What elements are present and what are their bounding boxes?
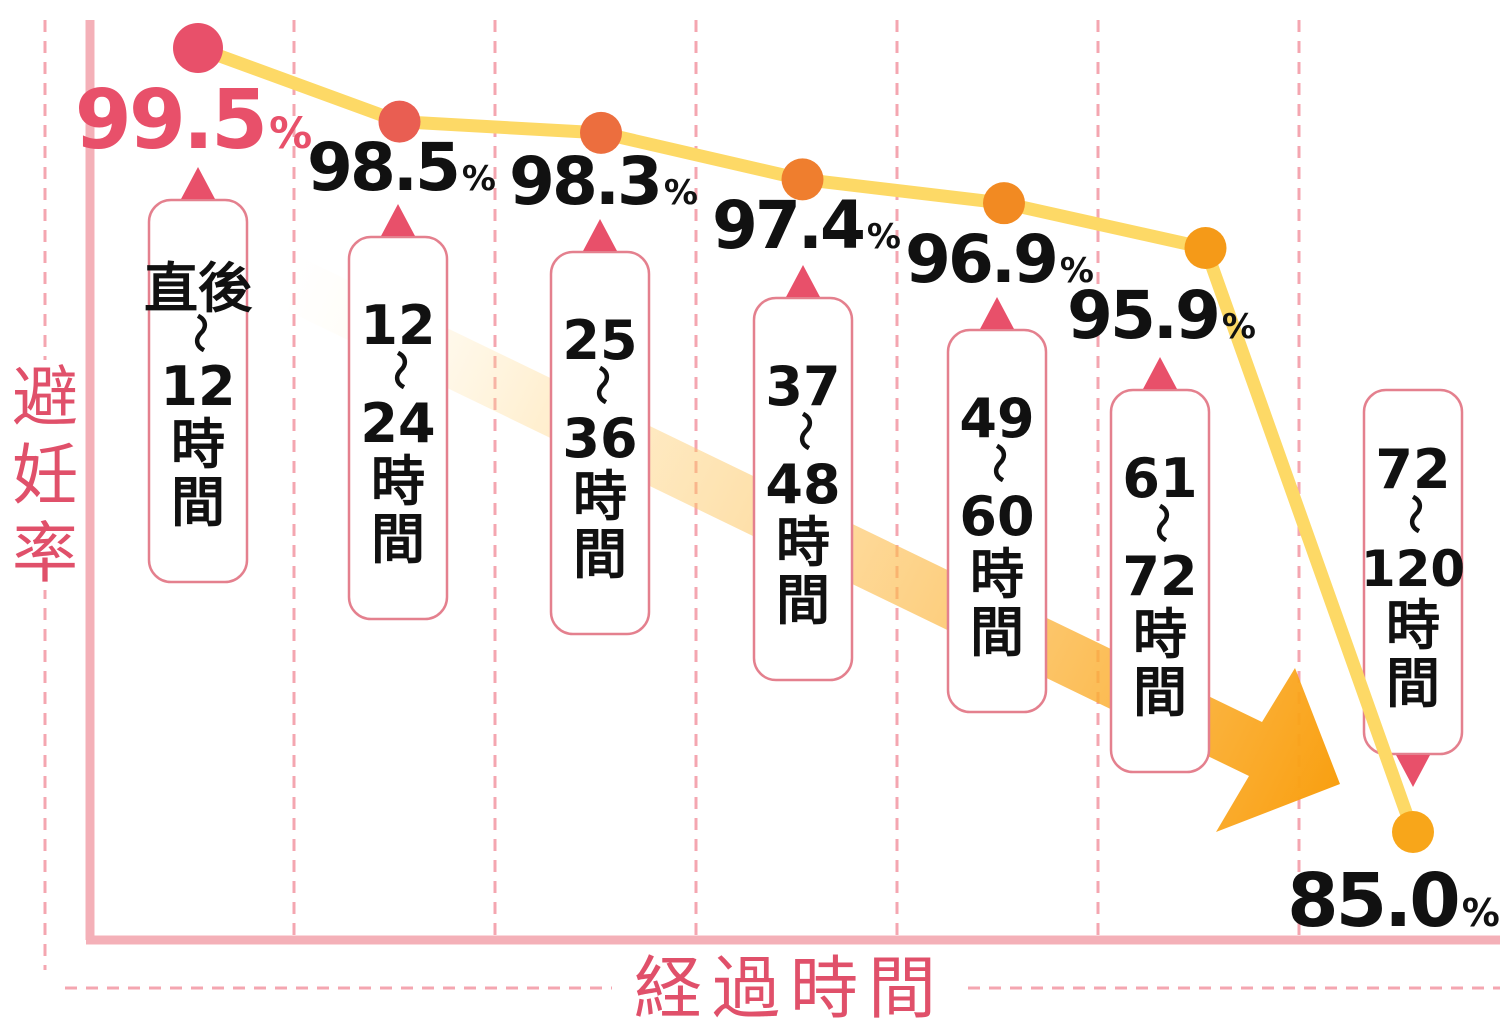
value-label-unit: % [1462, 891, 1499, 935]
y-axis-label-char: 率 [12, 515, 78, 592]
data-points [173, 23, 1434, 853]
callout-text-line: 間 [573, 523, 627, 586]
callout-text-line: 24 [360, 392, 435, 455]
data-point [983, 182, 1025, 225]
callout-text-line: 48 [765, 453, 840, 516]
value-label-unit: % [1060, 251, 1093, 291]
callout-text-line: 時 [1133, 603, 1187, 666]
callout-pointer [786, 265, 820, 297]
callout-text-line: 時 [371, 450, 425, 513]
data-point [1392, 811, 1434, 853]
callout-text-line: 〜 [1138, 503, 1184, 543]
callout-text-line: 時 [1386, 594, 1440, 657]
callout-text-line: 〜 [578, 365, 624, 405]
value-label: 98.3% [509, 143, 697, 220]
data-point [1184, 227, 1227, 269]
callout-pointer [181, 167, 215, 199]
callout-text-line: 間 [970, 601, 1024, 664]
callout-box [946, 328, 1048, 714]
data-point [781, 158, 824, 201]
x-axis-label-bg [612, 950, 962, 1030]
callout-text-line: 〜 [176, 313, 222, 353]
callout-text-line: 間 [171, 471, 225, 534]
callout-text-line: 49 [959, 387, 1034, 450]
callout-text-line: 時 [171, 413, 225, 476]
value-label-unit: % [1222, 307, 1255, 347]
callout-text-line: 72 [1375, 438, 1450, 501]
y-axis-label-char: 妊 [12, 437, 78, 514]
callout-text-line: 36 [562, 407, 637, 470]
value-label: 96.9% [905, 221, 1093, 298]
callout-text-line: 間 [1386, 652, 1440, 715]
callout-text-line: 時 [573, 465, 627, 528]
value-label-unit: % [664, 173, 697, 213]
callout-box [1362, 388, 1464, 756]
value-label-number: 98.5 [307, 129, 458, 206]
callout-box [147, 198, 249, 584]
callout-pointer [980, 297, 1014, 329]
value-label: 97.4% [712, 187, 900, 264]
data-point [378, 100, 421, 143]
callout-text-line: 間 [776, 569, 830, 632]
data-point [580, 111, 622, 154]
callout-text-line: 〜 [376, 350, 422, 390]
callout-box [1109, 388, 1211, 774]
value-label-number: 98.3 [509, 143, 660, 220]
value-label-number: 95.9 [1067, 277, 1218, 354]
callout-text-line: 間 [1133, 661, 1187, 724]
callout-text-line: 〜 [975, 443, 1021, 483]
callout-text-line: 60 [959, 485, 1034, 548]
value-label-number: 99.5 [75, 73, 265, 168]
callout-pointer [381, 204, 415, 236]
value-label-unit: % [867, 217, 900, 257]
callout-text-line: 〜 [1391, 494, 1437, 534]
value-label-number: 85.0 [1287, 858, 1458, 944]
callout-text-line: 時 [970, 543, 1024, 606]
value-label-number: 97.4 [712, 187, 863, 264]
callout-pointer [1396, 755, 1430, 787]
x-axis-label: 経過時間 [634, 950, 946, 1029]
callout-text-line: 12 [160, 355, 235, 418]
callout-text-line: 72 [1122, 545, 1197, 608]
callout-text-line: 12 [360, 294, 435, 357]
callout-box [549, 250, 651, 636]
y-axis-label-char: 避 [12, 359, 78, 436]
value-label-unit: % [269, 109, 311, 159]
callout-text-line: 時 [776, 511, 830, 574]
callout-text-line: 61 [1122, 447, 1197, 510]
callout-text-line: 〜 [781, 411, 827, 451]
data-point [173, 23, 223, 73]
callout-box [752, 296, 854, 682]
value-label: 95.9% [1067, 277, 1255, 354]
callout-pointer [1143, 357, 1177, 389]
value-label-number: 96.9 [905, 221, 1056, 298]
category-callouts: 直後〜12時間12〜24時間25〜36時間37〜48時間49〜60時間61〜72… [144, 167, 1465, 787]
value-label-unit: % [462, 159, 495, 199]
callout-pointer [583, 219, 617, 251]
callout-text-line: 25 [562, 309, 637, 372]
value-label: 98.5% [307, 129, 495, 206]
value-label: 85.0% [1287, 858, 1499, 944]
callout-text-line: 37 [765, 355, 840, 418]
callout-text-line: 120 [1361, 540, 1465, 598]
y-axis-label: 避妊率 [8, 359, 82, 592]
callout-text-line: 直後 [144, 257, 253, 320]
callout-text-line: 間 [371, 508, 425, 571]
value-labels: 99.5%98.5% 98.3% 97.4% 96.9 %95.9 %85.0% [75, 73, 1500, 944]
value-label: 99.5% [75, 73, 311, 168]
callout-box [347, 235, 449, 621]
